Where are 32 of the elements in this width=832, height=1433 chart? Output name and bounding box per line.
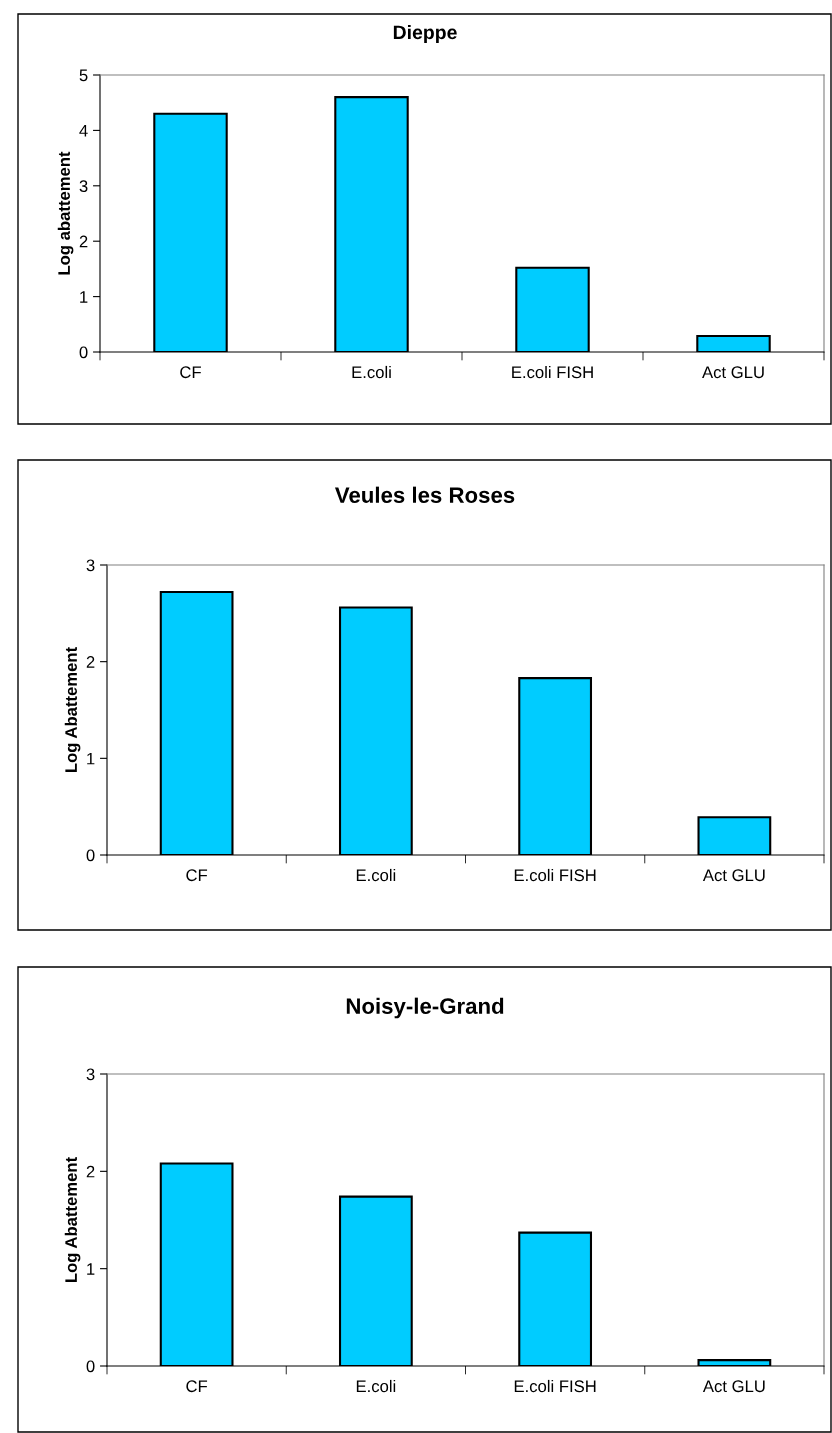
x-tick-label: Act GLU: [702, 869, 765, 882]
y-axis-title: Log Abattement: [64, 1157, 81, 1282]
y-tick-label: 2: [86, 656, 95, 668]
y-axis-title: Log Abattement: [64, 647, 81, 772]
x-tick-label: Act GLU: [702, 1380, 765, 1393]
chart-title: Veules les Roses: [334, 486, 515, 503]
x-tick-label: E.coli FISH: [512, 365, 593, 379]
y-tick-label: 2: [86, 1165, 95, 1178]
y-tick-label: 5: [79, 69, 88, 82]
x-tick-label: E.coli: [352, 365, 391, 379]
chart-title: Noisy-le-Grand: [346, 997, 504, 1019]
y-tick-label: 3: [86, 1068, 95, 1081]
y-tick-label: 1: [80, 291, 88, 303]
y-tick-label: 2: [79, 235, 88, 248]
y-tick-label: 0: [86, 1360, 95, 1373]
y-tick-label: 3: [79, 180, 88, 192]
y-tick-label: 4: [79, 124, 88, 137]
x-tick-label: Act GLU: [702, 366, 764, 379]
x-tick-label: E.coli: [356, 868, 396, 882]
y-tick-label: 0: [86, 849, 95, 862]
x-tick-label: E.coli: [356, 1379, 396, 1393]
y-tick-label: 0: [79, 346, 88, 359]
y-tick-label: 1: [87, 1263, 95, 1275]
y-axis-title: Log abattement: [57, 151, 74, 275]
y-tick-label: 3: [86, 559, 95, 572]
x-tick-label: E.coli FISH: [514, 1379, 596, 1393]
x-tick-label: E.coli FISH: [514, 868, 596, 882]
x-tick-label: CF: [180, 366, 201, 379]
chart-title: Dieppe: [393, 24, 457, 44]
x-tick-label: CF: [186, 1380, 208, 1393]
y-tick-label: 1: [87, 752, 95, 765]
x-tick-label: CF: [186, 869, 208, 882]
